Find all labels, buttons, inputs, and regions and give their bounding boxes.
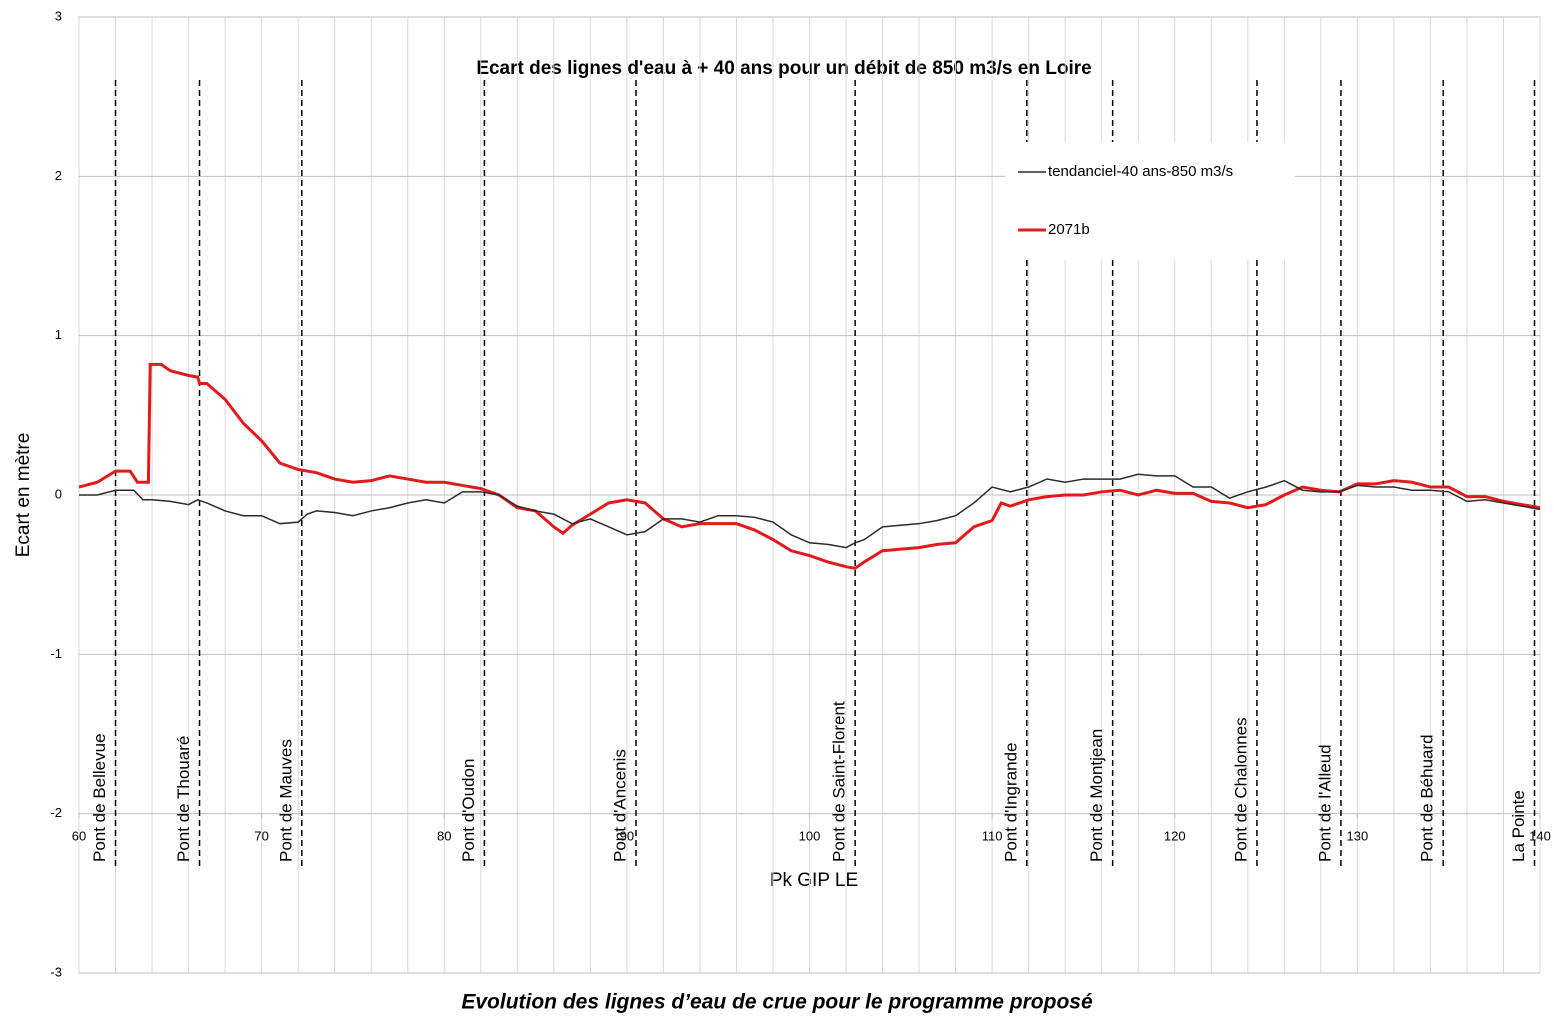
bridge-label: Pont de Saint-Florent	[830, 701, 849, 862]
legend-label: tendanciel-40 ans-850 m3/s	[1048, 163, 1233, 180]
x-tick-label: 60	[72, 828, 86, 843]
bridge-label: Pont d'Ingrande	[1001, 742, 1020, 862]
bridge-label: Pont de Mauves	[276, 739, 295, 862]
bridge-label: Pont d'Oudon	[459, 759, 478, 862]
bridge-label: Pont de Thouaré	[174, 736, 193, 862]
x-tick-label: 90	[620, 828, 634, 843]
x-tick-label: 130	[1347, 828, 1369, 843]
bridge-label: Pont de Montjean	[1087, 729, 1106, 862]
y-axis-label: Ecart en mètre	[13, 433, 34, 558]
y-tick-label: 1	[55, 327, 62, 342]
data-line	[79, 473, 1541, 549]
y-tick-label: 0	[55, 486, 62, 501]
bridge-label: La Pointe	[1509, 790, 1528, 862]
chart-title: Ecart des lignes d'eau à + 40 ans pour u…	[476, 58, 1091, 79]
bridge-label: Pont de Chalonnes	[1231, 717, 1250, 862]
y-tick-label: -2	[50, 805, 62, 820]
bridge-label: Pont de Bellevue	[90, 733, 109, 862]
x-tick-label: 80	[437, 828, 451, 843]
legend-box	[1005, 142, 1295, 260]
y-tick-label: 3	[55, 8, 62, 23]
x-tick-label: 140	[1529, 828, 1551, 843]
caption: Evolution des lignes d’eau de crue pour …	[461, 991, 1093, 1014]
x-axis-label: Pk GIP LE	[770, 870, 858, 891]
bridge-label: Pont de l'Alleud	[1315, 744, 1334, 862]
bridge-label: Pont d'Ancenis	[610, 749, 629, 862]
y-tick-label: 2	[55, 168, 62, 183]
data-line	[78, 362, 1541, 570]
y-tick-label: -1	[50, 646, 62, 661]
y-tick-label: -3	[50, 964, 62, 979]
x-tick-label: 120	[1164, 828, 1186, 843]
bridge-label: Pont de Béhuard	[1418, 734, 1437, 862]
x-tick-label: 100	[799, 828, 821, 843]
x-tick-label: 70	[254, 828, 268, 843]
x-tick-label: 110	[982, 828, 1003, 843]
grid-layer	[78, 16, 1541, 974]
legend-label: 2071b	[1048, 221, 1090, 238]
